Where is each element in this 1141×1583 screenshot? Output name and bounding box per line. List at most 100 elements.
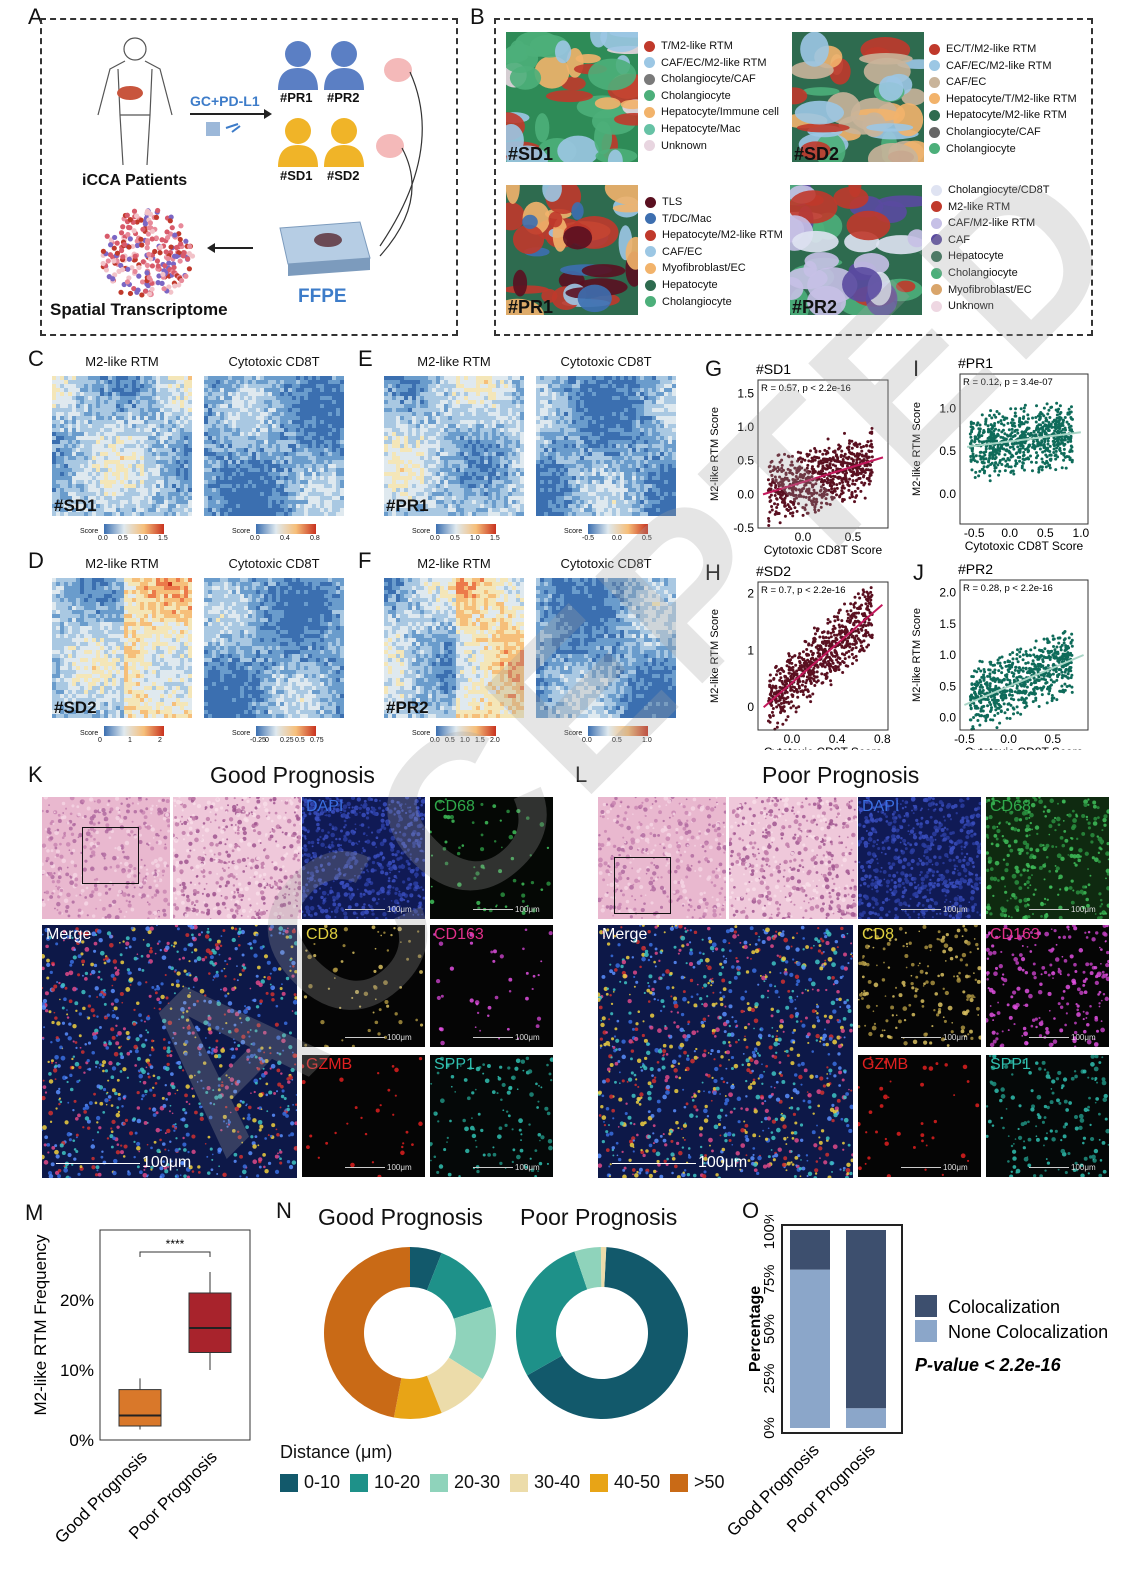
colorbar-tick: 0.5 (612, 737, 622, 744)
scatter-point (1054, 427, 1058, 431)
scatter-point (848, 642, 852, 646)
scatter-point (971, 688, 975, 692)
scatter-point (778, 521, 782, 525)
scatter-point (790, 460, 794, 464)
scatter-point (774, 484, 778, 488)
scatter-point (796, 450, 800, 454)
scatter-point (1004, 693, 1008, 697)
y-axis-label: Percentage (747, 1286, 764, 1372)
spot-dot (167, 218, 173, 224)
donut-charts (324, 1247, 688, 1419)
scatter-point (810, 475, 814, 479)
scatter-point (773, 502, 777, 506)
scatter-point (1015, 676, 1019, 680)
scatter-point (1047, 692, 1051, 696)
spot-dot (178, 223, 184, 229)
scale-bar-label: 100μm (943, 905, 968, 914)
channel-label: CD8 (862, 926, 895, 943)
x-tick: -0.5 (964, 526, 985, 540)
scatter-point (1038, 415, 1042, 419)
scatter-point (831, 463, 835, 467)
panel-label-d: D (28, 548, 44, 573)
scatter-point (1051, 672, 1055, 676)
scatter-point (977, 474, 981, 478)
scatter-point (996, 445, 1000, 449)
scatter-point (1026, 432, 1030, 436)
scatter-point (1043, 440, 1047, 444)
scatter-point (853, 489, 857, 493)
scatter-point (1048, 415, 1052, 419)
cd68-image (986, 797, 1109, 919)
scatter-point (978, 714, 982, 718)
scatter-point (1034, 416, 1038, 420)
scatter-point (1015, 657, 1019, 661)
cluster-legend-item: Myofibroblast/EC (645, 262, 746, 274)
spot-dot (144, 238, 151, 244)
scatter-point (827, 488, 831, 492)
scatter-point (812, 626, 816, 630)
scatter-point (1056, 455, 1060, 459)
colorbar-tick: 0 (265, 737, 269, 744)
cluster-legend-item: CAF/EC/M2-like RTM (929, 60, 1052, 72)
sample-tag: #SD1 (508, 144, 554, 164)
spp1-image (430, 1055, 553, 1177)
scatter-point (783, 691, 787, 695)
scatter-point (803, 458, 807, 462)
scatter-point (821, 452, 825, 456)
scatter-point (778, 678, 782, 682)
scatter-point (1067, 407, 1071, 411)
scatter-point (807, 653, 811, 657)
colorbar-tick: 1.5 (158, 535, 168, 542)
scatter-point (1021, 461, 1025, 465)
scatter-point (1040, 439, 1044, 443)
y-tick: 2.0 (939, 586, 956, 600)
scatter-point (852, 614, 856, 618)
scatter-point (1037, 657, 1041, 661)
scatter-point (1007, 702, 1011, 706)
scatter-point (799, 689, 803, 693)
scatter-point (1022, 415, 1026, 419)
scatter-point (859, 445, 863, 449)
spot-dot (127, 217, 133, 223)
scatter-point (988, 700, 992, 704)
scatter-point (843, 657, 847, 661)
legend-label: CAF/EC/M2-like RTM (661, 56, 767, 69)
scale-bar (473, 909, 513, 910)
merge-scale-label: 100μm (698, 1154, 748, 1171)
scatter-point (1037, 675, 1041, 679)
scatter-point (829, 631, 833, 635)
scatter-point (842, 454, 846, 458)
y-axis-label: M2-like RTM Score (911, 608, 923, 702)
scatter-point (806, 689, 810, 693)
scatter-point (798, 661, 802, 665)
scatter-point (1057, 430, 1061, 434)
scatter-point (1035, 655, 1039, 659)
scatter-point (1070, 685, 1074, 689)
scatter-point (822, 636, 826, 640)
scatter-point (850, 493, 854, 497)
scatter-point (1063, 426, 1067, 430)
spot-dot (189, 253, 196, 259)
scatter-point (1012, 672, 1016, 676)
scatter-point (815, 675, 819, 679)
scatter-point (1048, 689, 1052, 693)
legend-dot-icon (645, 229, 656, 241)
scatter-point (999, 710, 1003, 714)
group-pr1: #PR1 (280, 90, 313, 105)
scatter-point (832, 615, 836, 619)
scatter-point (770, 694, 774, 698)
spot-dot (132, 253, 138, 259)
scatter-point (1055, 657, 1059, 661)
cluster-legend-item: Cholangiocyte (931, 267, 1018, 279)
scatter-point (990, 461, 994, 465)
scatter-point (989, 433, 993, 437)
spot-dot (104, 233, 110, 239)
scatter-point (993, 696, 997, 700)
scatter-point (813, 639, 817, 643)
scatter-point (847, 488, 851, 492)
scatter-point (825, 492, 829, 496)
y-tick: 50% (761, 1314, 778, 1344)
scatter-point (1003, 453, 1007, 457)
scatter-point (780, 466, 784, 470)
